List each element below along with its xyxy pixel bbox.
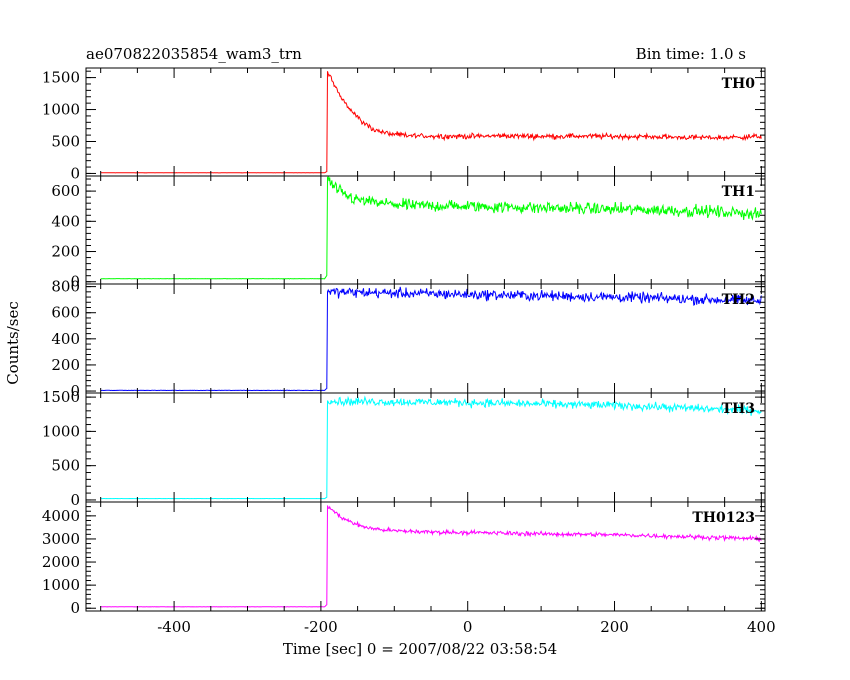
y-tick-label: 400 [51,330,80,348]
y-tick-label: 600 [51,304,80,322]
panel-th1: 0 200 400 600 TH1 [51,175,766,291]
x-axis-label: Time [sec] 0 = 2007/08/22 03:58:54 [283,640,557,658]
y-tick-label: 1000 [42,576,80,594]
y-tick-label: 200 [51,356,80,374]
y-tick-label: 0 [70,164,80,182]
y-tick-label: 0 [70,599,80,617]
panel-th0: 0 500 1000 1500 TH0 [42,67,766,182]
y-tick-label: 500 [51,132,80,150]
y-axis-label: Counts/sec [4,301,22,385]
x-tick-label: 400 [747,618,776,636]
y-tick-label: 400 [51,212,80,230]
y-tick-label: 200 [51,243,80,261]
y-tick-label: 1000 [42,101,80,119]
series-line-th2 [100,286,762,392]
series-line-th0123 [100,505,762,608]
panel-th0123: 0 1000 2000 3000 4000 TH0123 [42,501,766,617]
y-tick-label: 1500 [42,388,80,406]
y-tick-label: 1500 [42,69,80,87]
y-tick-label: 500 [51,457,80,475]
x-tick-label: -200 [304,618,338,636]
bin-time-label: Bin time: 1.0 s [636,45,746,63]
y-tick-label: 1000 [42,422,80,440]
y-tick-label: 0 [70,382,80,400]
y-tick-label: 800 [51,278,80,296]
chart-title: ae070822035854_wam3_trn [86,45,302,63]
x-tick-label: 200 [600,618,629,636]
panel-frame [85,392,766,503]
panel-th2: 0 200 400 600 800 TH2 [51,278,766,400]
series-line-th3 [100,395,762,500]
panel-frame [85,501,766,612]
series-line-th0 [100,71,762,174]
panel-label: TH0123 [692,510,755,526]
panel-label: TH3 [722,401,755,417]
y-tick-label: 600 [51,182,80,200]
series-line-th1 [100,175,762,280]
x-tick-label: 0 [463,618,473,636]
y-tick-label: 2000 [42,553,80,571]
panel-frame [85,175,766,285]
y-tick-label: 3000 [42,530,80,548]
panels-group: 0 500 1000 1500 TH0 0 200 400 600 TH1 0 200 400 600 80… [42,67,776,636]
panel-label: TH2 [722,292,755,308]
y-tick-label: 0 [70,491,80,509]
x-tick-label: -400 [157,618,191,636]
panel-frame [85,283,766,394]
y-tick-label: 4000 [42,507,80,525]
y-tick-label: 0 [70,273,80,291]
panel-frame [85,67,766,177]
panel-label: TH1 [722,184,755,200]
panel-label: TH0 [722,76,756,92]
panel-th3: 0 500 1000 1500 TH3 [42,388,766,509]
